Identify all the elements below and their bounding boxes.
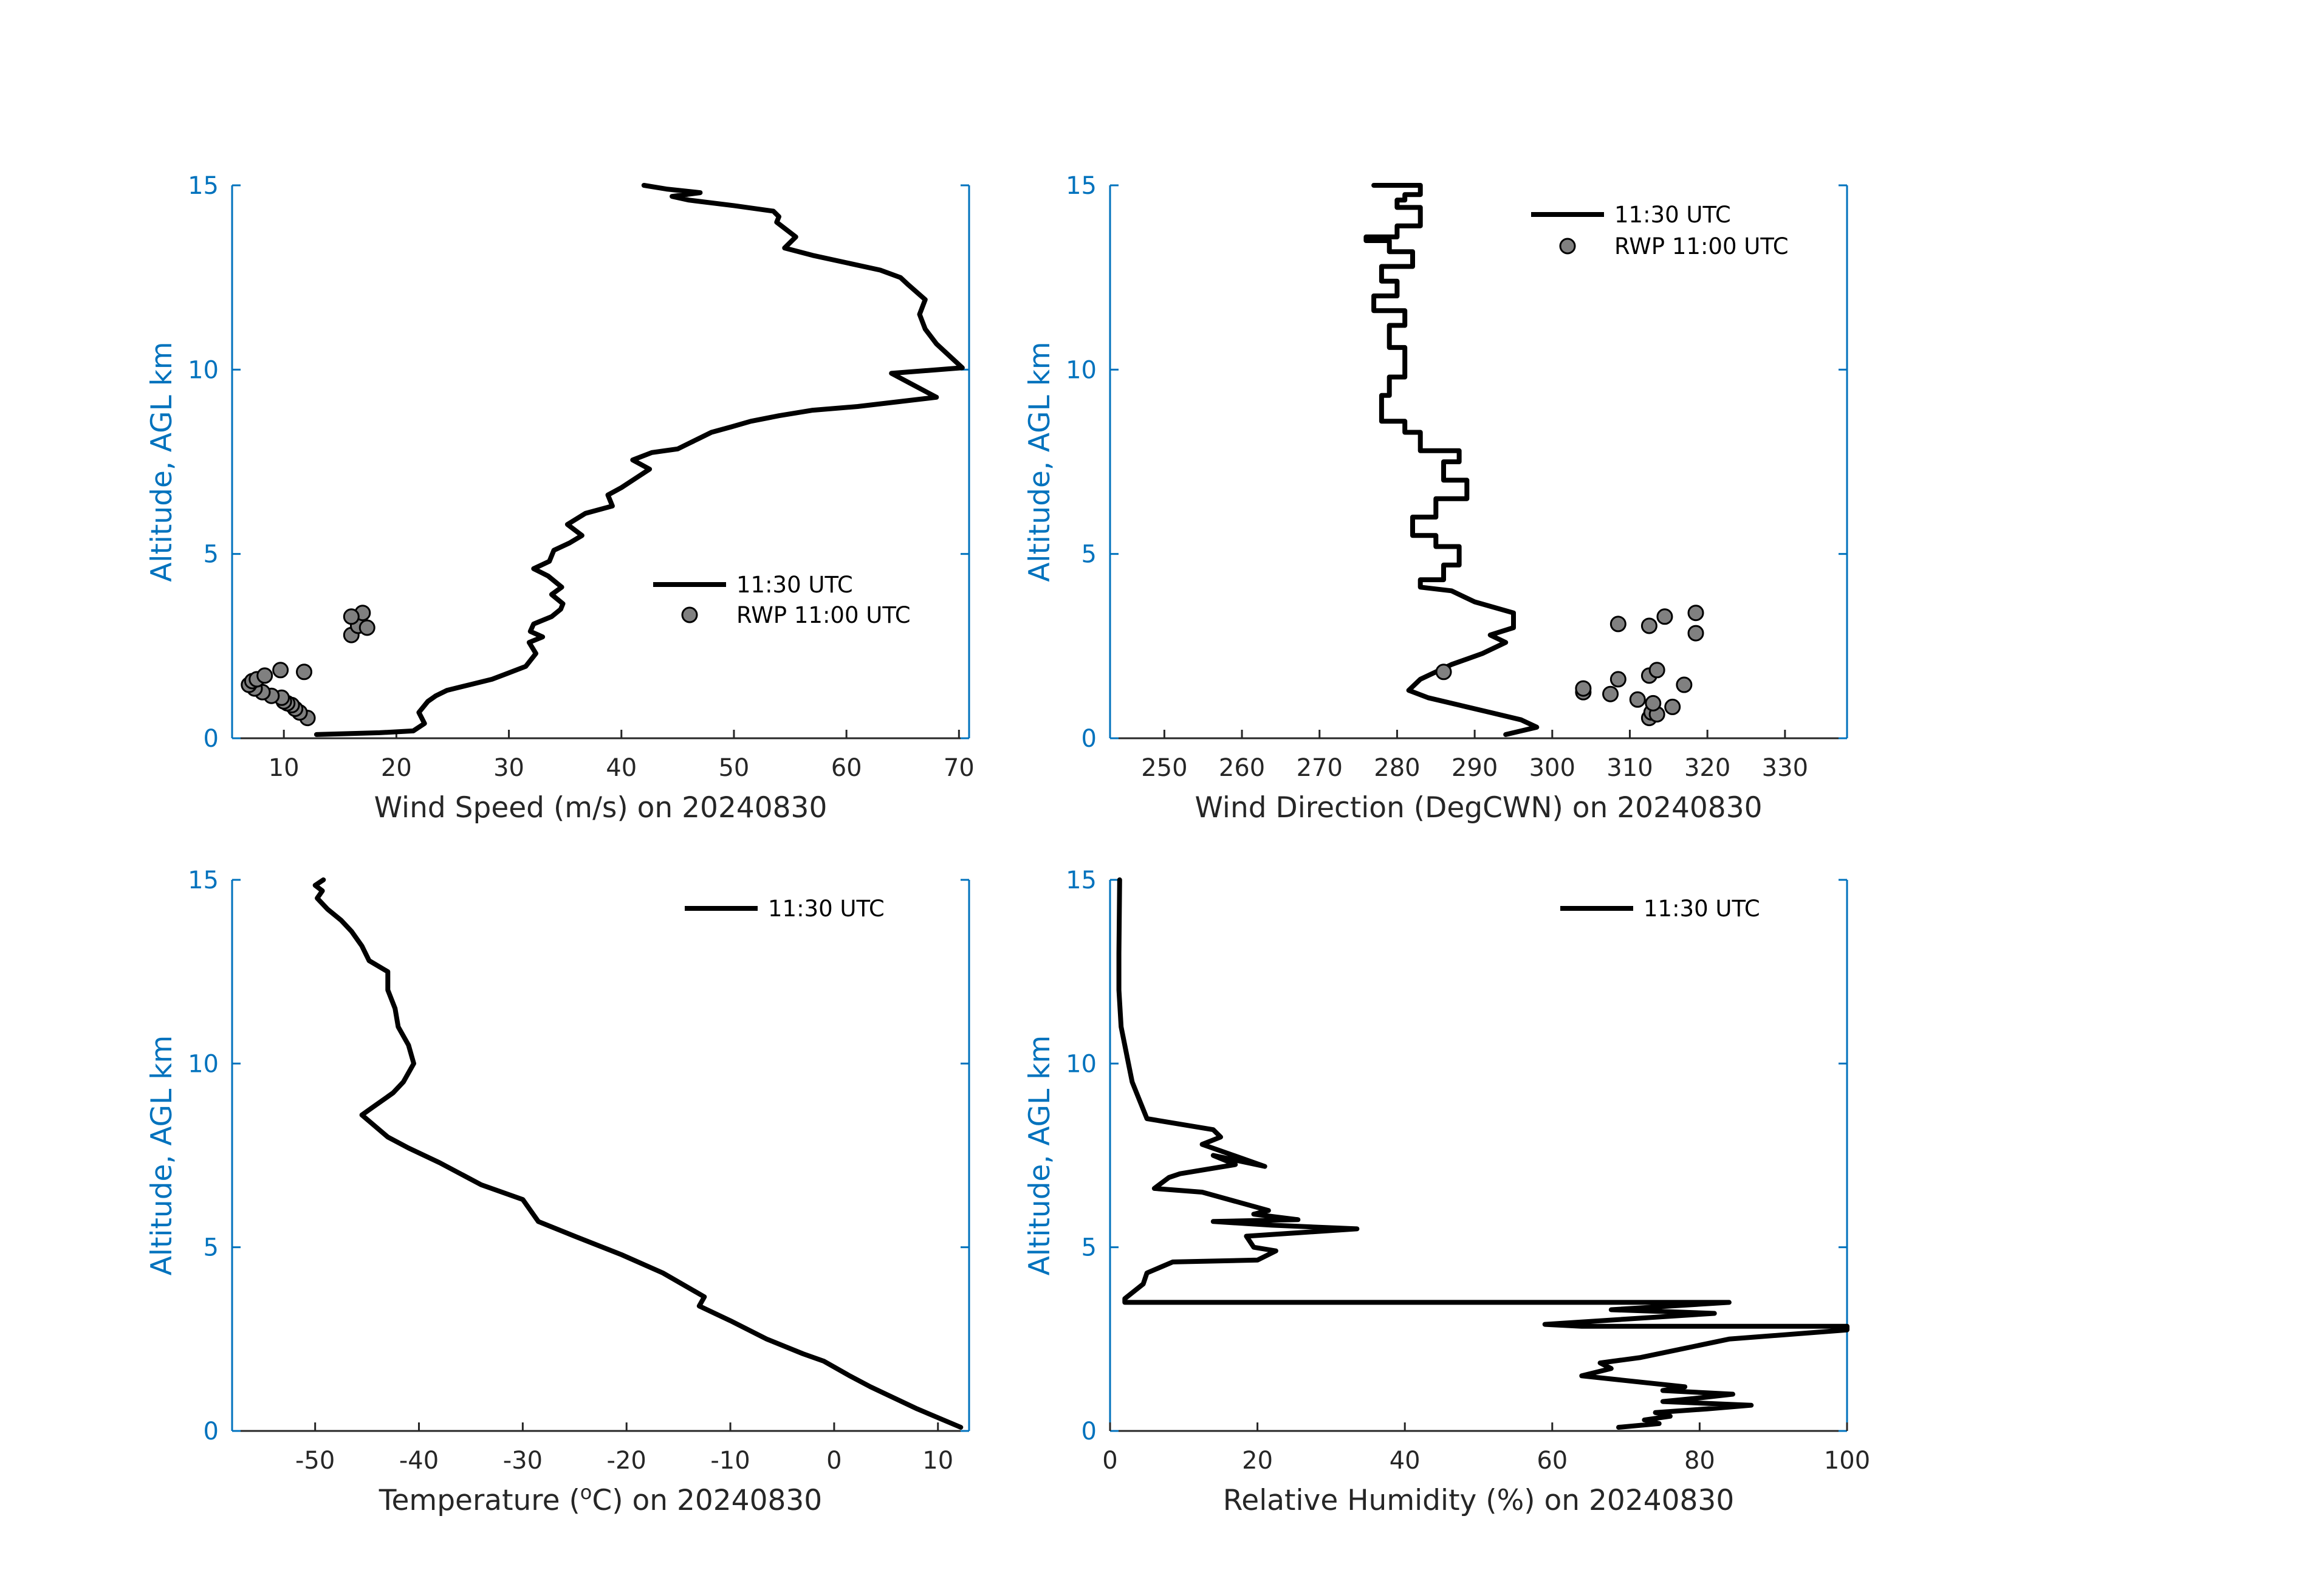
data-point-rwp — [1687, 625, 1704, 642]
y-tick-label: 5 — [204, 541, 219, 569]
y-tick-label: 10 — [188, 1050, 219, 1078]
data-point-rwp — [1629, 691, 1646, 708]
x-tick-label: 0 — [1102, 1447, 1117, 1475]
y-tick-label: 15 — [188, 866, 219, 894]
data-point-rwp — [1676, 676, 1693, 693]
x-tick-label: 300 — [1529, 754, 1575, 782]
x-tick-label: 330 — [1762, 754, 1808, 782]
y-tick-label: 15 — [1066, 172, 1097, 200]
x-tick-label: -30 — [503, 1447, 543, 1475]
x-tick-label: -50 — [295, 1447, 335, 1475]
x-axis-label: Wind Speed (m/s) on 20240830 — [374, 791, 828, 825]
x-tick-label: 20 — [381, 754, 412, 782]
x-tick-label: 10 — [922, 1447, 953, 1475]
series-line-profile — [314, 183, 965, 737]
x-tick-label: 10 — [269, 754, 300, 782]
x-axis-label: Temperature (oC) on 20240830 — [379, 1481, 822, 1517]
data-point-rwp — [1609, 671, 1626, 688]
y-axis-label: Altitude, AGL km — [145, 1035, 179, 1275]
y-tick-label: 5 — [1081, 541, 1097, 569]
y-tick-label: 5 — [1081, 1234, 1097, 1262]
legend-label: 11:30 UTC — [1614, 202, 1731, 228]
data-point-rwp — [343, 608, 360, 625]
data-point-rwp — [358, 619, 375, 636]
y-tick-label: 15 — [188, 172, 219, 200]
x-tick-label: 250 — [1141, 754, 1187, 782]
data-point-rwp — [1645, 695, 1662, 712]
data-point-rwp — [1648, 662, 1665, 679]
data-point-rwp — [1664, 698, 1681, 715]
x-tick-label: 40 — [1390, 1447, 1421, 1475]
x-tick-label: 60 — [831, 754, 862, 782]
x-tick-label: 260 — [1219, 754, 1265, 782]
x-tick-label: 320 — [1684, 754, 1730, 782]
data-point-rwp — [1602, 685, 1619, 702]
x-tick-label: -10 — [710, 1447, 750, 1475]
x-axis-label: Wind Direction (DegCWN) on 20240830 — [1195, 791, 1762, 825]
y-tick-label: 0 — [1081, 725, 1097, 753]
x-tick-label: 0 — [826, 1447, 842, 1475]
y-tick-label: 15 — [1066, 866, 1097, 894]
y-tick-label: 10 — [1066, 1050, 1097, 1078]
y-tick-label: 0 — [1081, 1418, 1097, 1446]
x-tick-label: -40 — [399, 1447, 439, 1475]
x-tick-label: 60 — [1537, 1447, 1568, 1475]
y-tick-label: 0 — [204, 725, 219, 753]
legend-label: 11:30 UTC — [1644, 896, 1760, 922]
legend-label: RWP 11:00 UTC — [1614, 233, 1789, 259]
panel-4: 0 5 10 15 0 20 40 60 80 100 Altitude, AGL km Relati… — [1023, 866, 1870, 1517]
data-point-rwp — [1656, 608, 1673, 625]
data-point-rwp — [256, 667, 273, 684]
data-point-rwp — [1435, 664, 1452, 681]
panel-1: 0 5 10 15 10 20 30 40 50 60 70 Altitude, AGL km Wind… — [145, 172, 975, 825]
data-point-rwp — [1575, 680, 1592, 697]
y-axis-label: Altitude, AGL km — [145, 341, 179, 581]
legend-label: 11:30 UTC — [736, 572, 853, 598]
x-tick-label: 80 — [1684, 1447, 1715, 1475]
series-line-profile — [1363, 183, 1540, 737]
legend-point-swatch — [681, 606, 698, 623]
x-tick-label: 50 — [718, 754, 749, 782]
y-tick-label: 10 — [1066, 356, 1097, 384]
x-tick-label: 290 — [1452, 754, 1498, 782]
series-line-profile — [1116, 877, 1849, 1430]
legend-point-swatch — [1559, 238, 1576, 255]
x-tick-label: 270 — [1297, 754, 1343, 782]
y-axis-label: Altitude, AGL km — [1023, 341, 1057, 581]
y-tick-label: 5 — [204, 1234, 219, 1262]
series-line-profile — [312, 877, 964, 1430]
data-point-rwp — [1609, 616, 1626, 633]
legend-label: RWP 11:00 UTC — [736, 602, 911, 628]
x-tick-label: 40 — [606, 754, 637, 782]
x-axis-label: Relative Humidity (%) on 20240830 — [1223, 1484, 1735, 1517]
y-axis-label: Altitude, AGL km — [1023, 1035, 1057, 1275]
y-tick-label: 10 — [188, 356, 219, 384]
panel-2: 0 5 10 15 250 260 270 280 290 300 310 320 330 Altitud… — [1023, 172, 1848, 825]
x-tick-label: 280 — [1374, 754, 1420, 782]
panel-3: 0 5 10 15 -50 -40 -30 -20 -10 0 10 Altitude, AGL km… — [145, 866, 970, 1517]
legend-label: 11:30 UTC — [768, 896, 885, 922]
x-tick-label: 30 — [493, 754, 524, 782]
data-point-rwp — [272, 662, 289, 679]
data-point-rwp — [296, 664, 313, 681]
x-tick-label: 310 — [1606, 754, 1653, 782]
data-point-rwp — [1687, 605, 1704, 622]
x-tick-label: 100 — [1824, 1447, 1870, 1475]
x-tick-label: 20 — [1242, 1447, 1273, 1475]
x-tick-label: -20 — [607, 1447, 646, 1475]
data-point-rwp — [1640, 617, 1657, 634]
x-tick-label: 70 — [944, 754, 975, 782]
y-tick-label: 0 — [204, 1418, 219, 1446]
